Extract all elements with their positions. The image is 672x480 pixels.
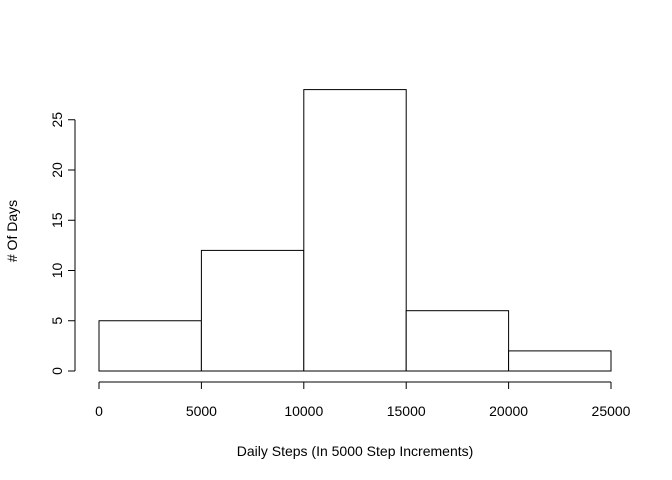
bars-group: [98, 89, 612, 372]
y-axis-title: # Of Days: [4, 200, 20, 262]
x-tick-label-0: 0: [95, 403, 103, 419]
y-tick-label-5: 25: [49, 112, 65, 128]
x-tick-label-1: 5000: [186, 403, 217, 419]
y-tick-label-1: 5: [49, 317, 65, 325]
histogram-bar-2: [303, 89, 407, 372]
y-tick-label-3: 15: [49, 212, 65, 228]
x-axis-title: Daily Steps (In 5000 Step Increments): [237, 443, 474, 459]
x-axis: 0 5000 10000 15000 20000 25000: [95, 381, 631, 419]
histogram-bar-1: [200, 249, 305, 372]
histogram-bar-0: [98, 320, 202, 372]
y-tick-label-0: 0: [49, 367, 65, 375]
x-tick-label-2: 10000: [284, 403, 323, 419]
y-tick-label-2: 10: [49, 263, 65, 279]
histogram-bar-4: [508, 350, 612, 372]
histogram-bar-3: [405, 310, 510, 372]
y-axis: 0 5 10 15 20 25: [49, 112, 76, 375]
x-tick-label-3: 15000: [387, 403, 426, 419]
x-tick-label-4: 20000: [489, 403, 528, 419]
x-tick-label-5: 25000: [592, 403, 631, 419]
y-tick-label-4: 20: [49, 162, 65, 178]
